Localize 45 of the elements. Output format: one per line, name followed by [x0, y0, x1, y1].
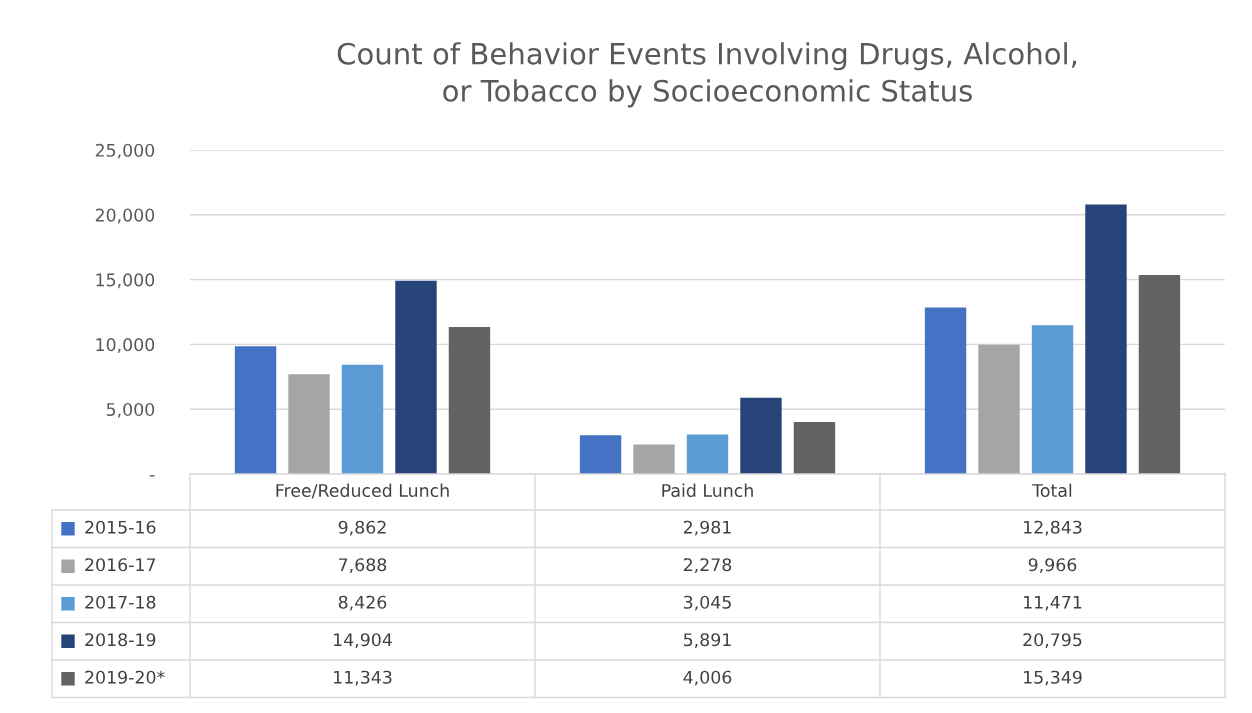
- data-label: 12,843: [1024, 520, 1082, 536]
- data-label: 14,904: [334, 633, 392, 649]
- x-tick-label: Paid Lunch: [662, 483, 753, 498]
- data-label: 7,688: [339, 558, 387, 574]
- data-label: 11,471: [1024, 595, 1082, 611]
- data-label: 20,795: [1023, 633, 1082, 649]
- data-label: 5,891: [683, 633, 731, 649]
- bar: [341, 364, 384, 474]
- bar: [924, 307, 967, 474]
- legend-label: 2019-20*: [85, 670, 165, 684]
- data-label: 15,349: [1024, 670, 1082, 686]
- x-tick-label: Free/Reduced Lunch: [276, 483, 449, 499]
- y-tick-label: 25,000: [95, 143, 155, 159]
- y-tick-label: 15,000: [96, 273, 155, 289]
- bar: [395, 280, 437, 474]
- y-tick-label: 10,000: [96, 338, 155, 354]
- legend-label: 2018-19: [85, 633, 156, 647]
- legend-label: 2015-16: [85, 520, 156, 534]
- bar: [633, 444, 675, 474]
- bar: [448, 326, 491, 474]
- data-label: 8,426: [338, 595, 387, 611]
- data-label: 2,981: [683, 520, 731, 536]
- data-label: 9,966: [1028, 558, 1077, 574]
- legend-label: 2017-18: [85, 595, 156, 609]
- bar: [793, 422, 836, 474]
- bar: [686, 434, 729, 474]
- bar: [740, 397, 782, 474]
- x-tick-label: Total: [1032, 483, 1072, 498]
- y-tick-label: 20,000: [95, 208, 155, 224]
- bar: [978, 344, 1020, 474]
- bar: [1085, 204, 1127, 474]
- data-label: 4,006: [683, 670, 732, 686]
- data-label: 3,045: [683, 595, 731, 611]
- bar: [1138, 275, 1181, 474]
- bar: [288, 374, 330, 474]
- bar: [579, 435, 622, 474]
- data-label: 2,278: [683, 558, 732, 574]
- legend-label: 2016-17: [85, 558, 156, 572]
- y-tick-label: 5,000: [106, 402, 155, 418]
- y-tick-label: -: [149, 475, 155, 477]
- data-label: 9,862: [338, 520, 386, 536]
- chart-title: Count of Behavior Events Involving Drugs, Alcohol, or Tobacco by Socioeconomic Status: [337, 42, 1077, 108]
- bar: [234, 346, 277, 474]
- bar: [1031, 325, 1074, 474]
- data-label: 11,343: [334, 670, 392, 686]
